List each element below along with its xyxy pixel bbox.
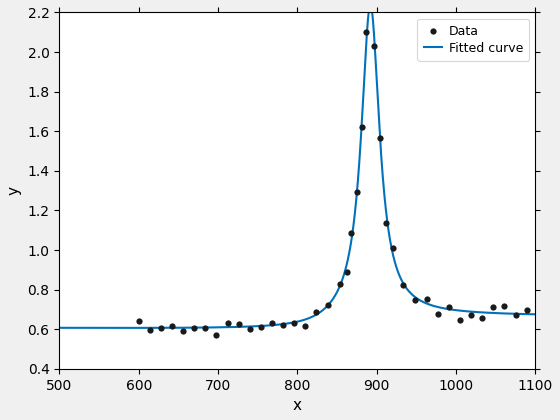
Data (169, 323, 175, 328)
Data (512, 313, 519, 318)
Fitted curve (523, 312, 530, 317)
Fitted curve (110, 326, 117, 331)
Data (313, 310, 320, 315)
Data (363, 29, 370, 34)
Data (136, 318, 142, 323)
Data (180, 328, 186, 333)
Data (280, 323, 287, 328)
Data (246, 327, 253, 332)
Data (343, 269, 350, 274)
Fitted curve (56, 325, 63, 330)
Fitted curve (367, 2, 374, 7)
Data (348, 231, 354, 236)
Data (213, 333, 220, 338)
Data (157, 325, 164, 330)
Data (479, 315, 486, 320)
Fitted curve (532, 312, 539, 317)
Y-axis label: y: y (7, 186, 22, 195)
Line: Data: Data (136, 2, 530, 338)
Data (353, 189, 360, 194)
X-axis label: x: x (293, 398, 302, 413)
Data (468, 312, 474, 317)
Data (490, 304, 497, 309)
Data (324, 303, 331, 308)
Data (224, 320, 231, 325)
Data (423, 297, 430, 302)
Fitted curve (472, 310, 478, 315)
Data (202, 325, 209, 330)
Fitted curve (259, 323, 266, 328)
Fitted curve (239, 324, 245, 329)
Data (435, 312, 441, 317)
Data (191, 325, 198, 330)
Data (524, 308, 530, 313)
Data (367, 3, 374, 8)
Data (235, 322, 242, 327)
Data (302, 323, 309, 328)
Data (400, 282, 407, 287)
Data (446, 304, 452, 310)
Data (371, 44, 377, 49)
Data (383, 220, 390, 226)
Fitted curve (118, 326, 125, 331)
Data (269, 320, 276, 326)
Data (147, 327, 153, 332)
Data (291, 321, 297, 326)
Data (501, 303, 508, 308)
Legend: Data, Fitted curve: Data, Fitted curve (417, 19, 529, 61)
Data (376, 135, 383, 140)
Data (358, 124, 365, 129)
Data (389, 246, 396, 251)
Data (412, 298, 418, 303)
Fitted curve (139, 326, 146, 331)
Data (457, 317, 464, 322)
Data (337, 281, 344, 286)
Data (258, 324, 264, 329)
Line: Fitted curve: Fitted curve (59, 5, 535, 328)
